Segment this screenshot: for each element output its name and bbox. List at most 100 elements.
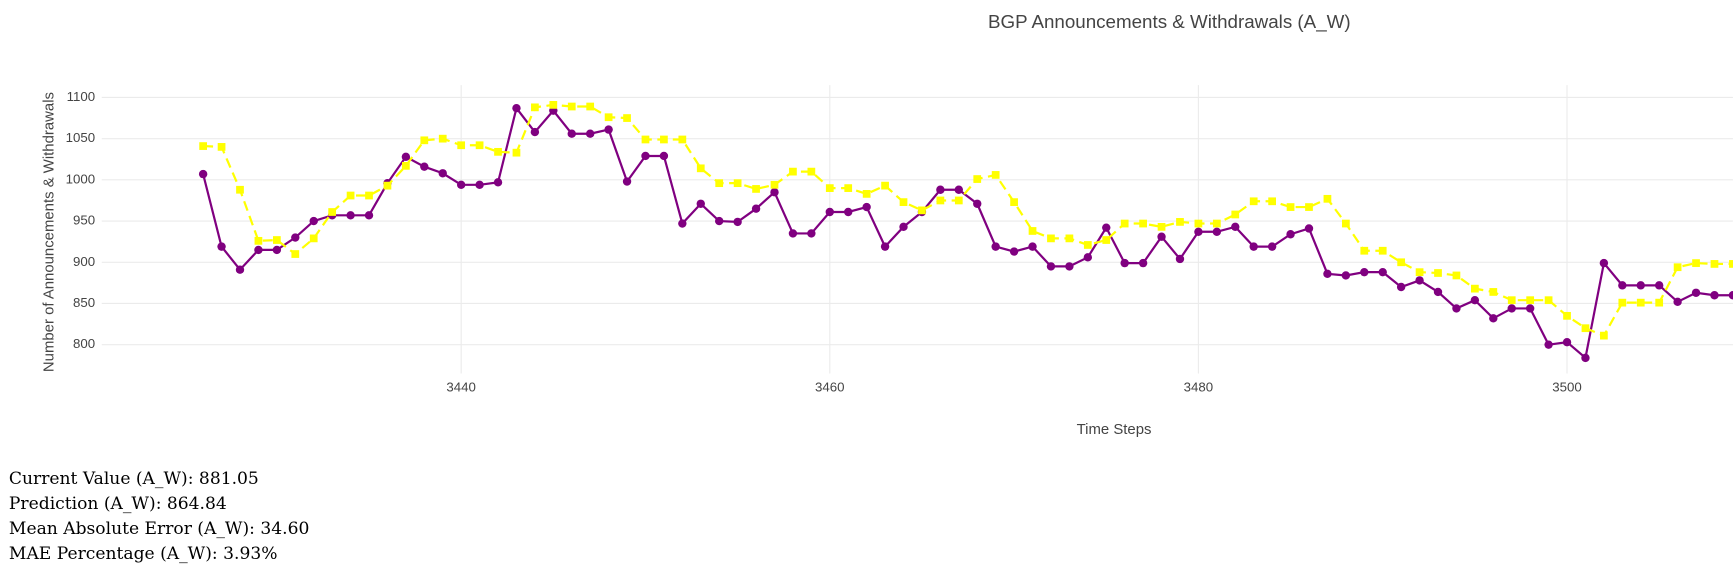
point bbox=[1046, 262, 1056, 271]
point bbox=[199, 142, 208, 150]
point bbox=[1323, 194, 1332, 203]
point bbox=[549, 101, 558, 109]
point bbox=[1083, 241, 1092, 249]
point bbox=[198, 169, 208, 179]
point bbox=[1655, 298, 1664, 307]
point bbox=[272, 245, 282, 255]
point bbox=[530, 127, 540, 137]
point bbox=[1728, 291, 1733, 300]
point bbox=[1599, 258, 1609, 268]
point bbox=[733, 179, 742, 188]
point bbox=[918, 206, 926, 215]
point bbox=[991, 171, 1000, 179]
point bbox=[973, 199, 982, 208]
point bbox=[493, 178, 503, 187]
point bbox=[1692, 259, 1700, 267]
point bbox=[272, 236, 281, 244]
point bbox=[807, 167, 816, 176]
point bbox=[1636, 281, 1645, 290]
point bbox=[678, 219, 687, 228]
point bbox=[1120, 258, 1129, 268]
point bbox=[585, 129, 595, 138]
point bbox=[217, 143, 226, 151]
point bbox=[788, 229, 798, 238]
point bbox=[770, 180, 779, 189]
x-tick-label: 3480 bbox=[1184, 379, 1213, 394]
point bbox=[1471, 284, 1479, 293]
point bbox=[401, 152, 411, 161]
point bbox=[1489, 314, 1498, 323]
y-tick-label: 900 bbox=[73, 254, 95, 269]
point bbox=[512, 148, 521, 157]
point bbox=[1544, 340, 1553, 349]
point bbox=[1157, 232, 1166, 241]
point bbox=[807, 229, 816, 238]
point bbox=[567, 129, 576, 138]
stat-line: Current Value (A_W): 881.05 bbox=[9, 469, 259, 489]
point bbox=[1581, 353, 1590, 363]
point bbox=[623, 114, 631, 122]
point bbox=[1286, 203, 1295, 211]
point bbox=[402, 161, 410, 170]
point bbox=[1360, 267, 1369, 277]
point bbox=[217, 242, 226, 251]
point bbox=[899, 222, 908, 232]
point bbox=[1231, 222, 1240, 232]
point bbox=[438, 169, 447, 178]
point bbox=[1009, 247, 1019, 256]
point bbox=[1673, 263, 1682, 272]
series-line bbox=[203, 103, 1733, 338]
point bbox=[660, 135, 668, 144]
point bbox=[1600, 331, 1608, 340]
point bbox=[1102, 223, 1111, 232]
point bbox=[1654, 281, 1664, 290]
point bbox=[991, 242, 1000, 251]
point bbox=[1047, 234, 1055, 243]
point bbox=[1507, 296, 1516, 305]
point bbox=[954, 185, 964, 194]
point bbox=[641, 135, 650, 144]
point bbox=[1434, 269, 1442, 277]
point bbox=[1065, 234, 1074, 243]
point bbox=[954, 196, 963, 205]
y-tick-label: 1100 bbox=[67, 89, 96, 104]
point bbox=[1673, 297, 1682, 307]
point bbox=[862, 190, 871, 198]
stats: Current Value (A_W): 881.05 Prediction (A… bbox=[9, 469, 309, 564]
point bbox=[1065, 262, 1074, 271]
point bbox=[1691, 288, 1701, 297]
point bbox=[1212, 227, 1222, 236]
point bbox=[1176, 218, 1184, 226]
point bbox=[512, 103, 521, 113]
point bbox=[328, 208, 337, 216]
point bbox=[770, 188, 779, 197]
point bbox=[696, 164, 705, 173]
plot-area bbox=[198, 101, 1733, 363]
point bbox=[1120, 219, 1129, 228]
point bbox=[1305, 203, 1313, 211]
point bbox=[309, 234, 318, 243]
point bbox=[1194, 227, 1203, 236]
point bbox=[254, 236, 263, 245]
point bbox=[751, 204, 761, 213]
point bbox=[1433, 287, 1443, 297]
x-tick-label: 3500 bbox=[1552, 379, 1581, 394]
point bbox=[1452, 304, 1461, 313]
point bbox=[936, 185, 945, 194]
point bbox=[291, 250, 300, 258]
y-tick-label: 850 bbox=[73, 295, 95, 310]
point bbox=[1083, 253, 1093, 262]
point bbox=[825, 184, 834, 192]
point bbox=[254, 245, 263, 255]
stat-line: MAE Percentage (A_W): 3.93% bbox=[9, 544, 278, 564]
point bbox=[364, 211, 374, 220]
series-line bbox=[202, 105, 1733, 360]
point bbox=[567, 102, 576, 111]
x-tick-label: 3440 bbox=[446, 379, 475, 394]
point bbox=[1341, 271, 1351, 280]
point bbox=[1194, 219, 1203, 228]
point bbox=[1028, 242, 1037, 251]
point bbox=[844, 184, 853, 192]
